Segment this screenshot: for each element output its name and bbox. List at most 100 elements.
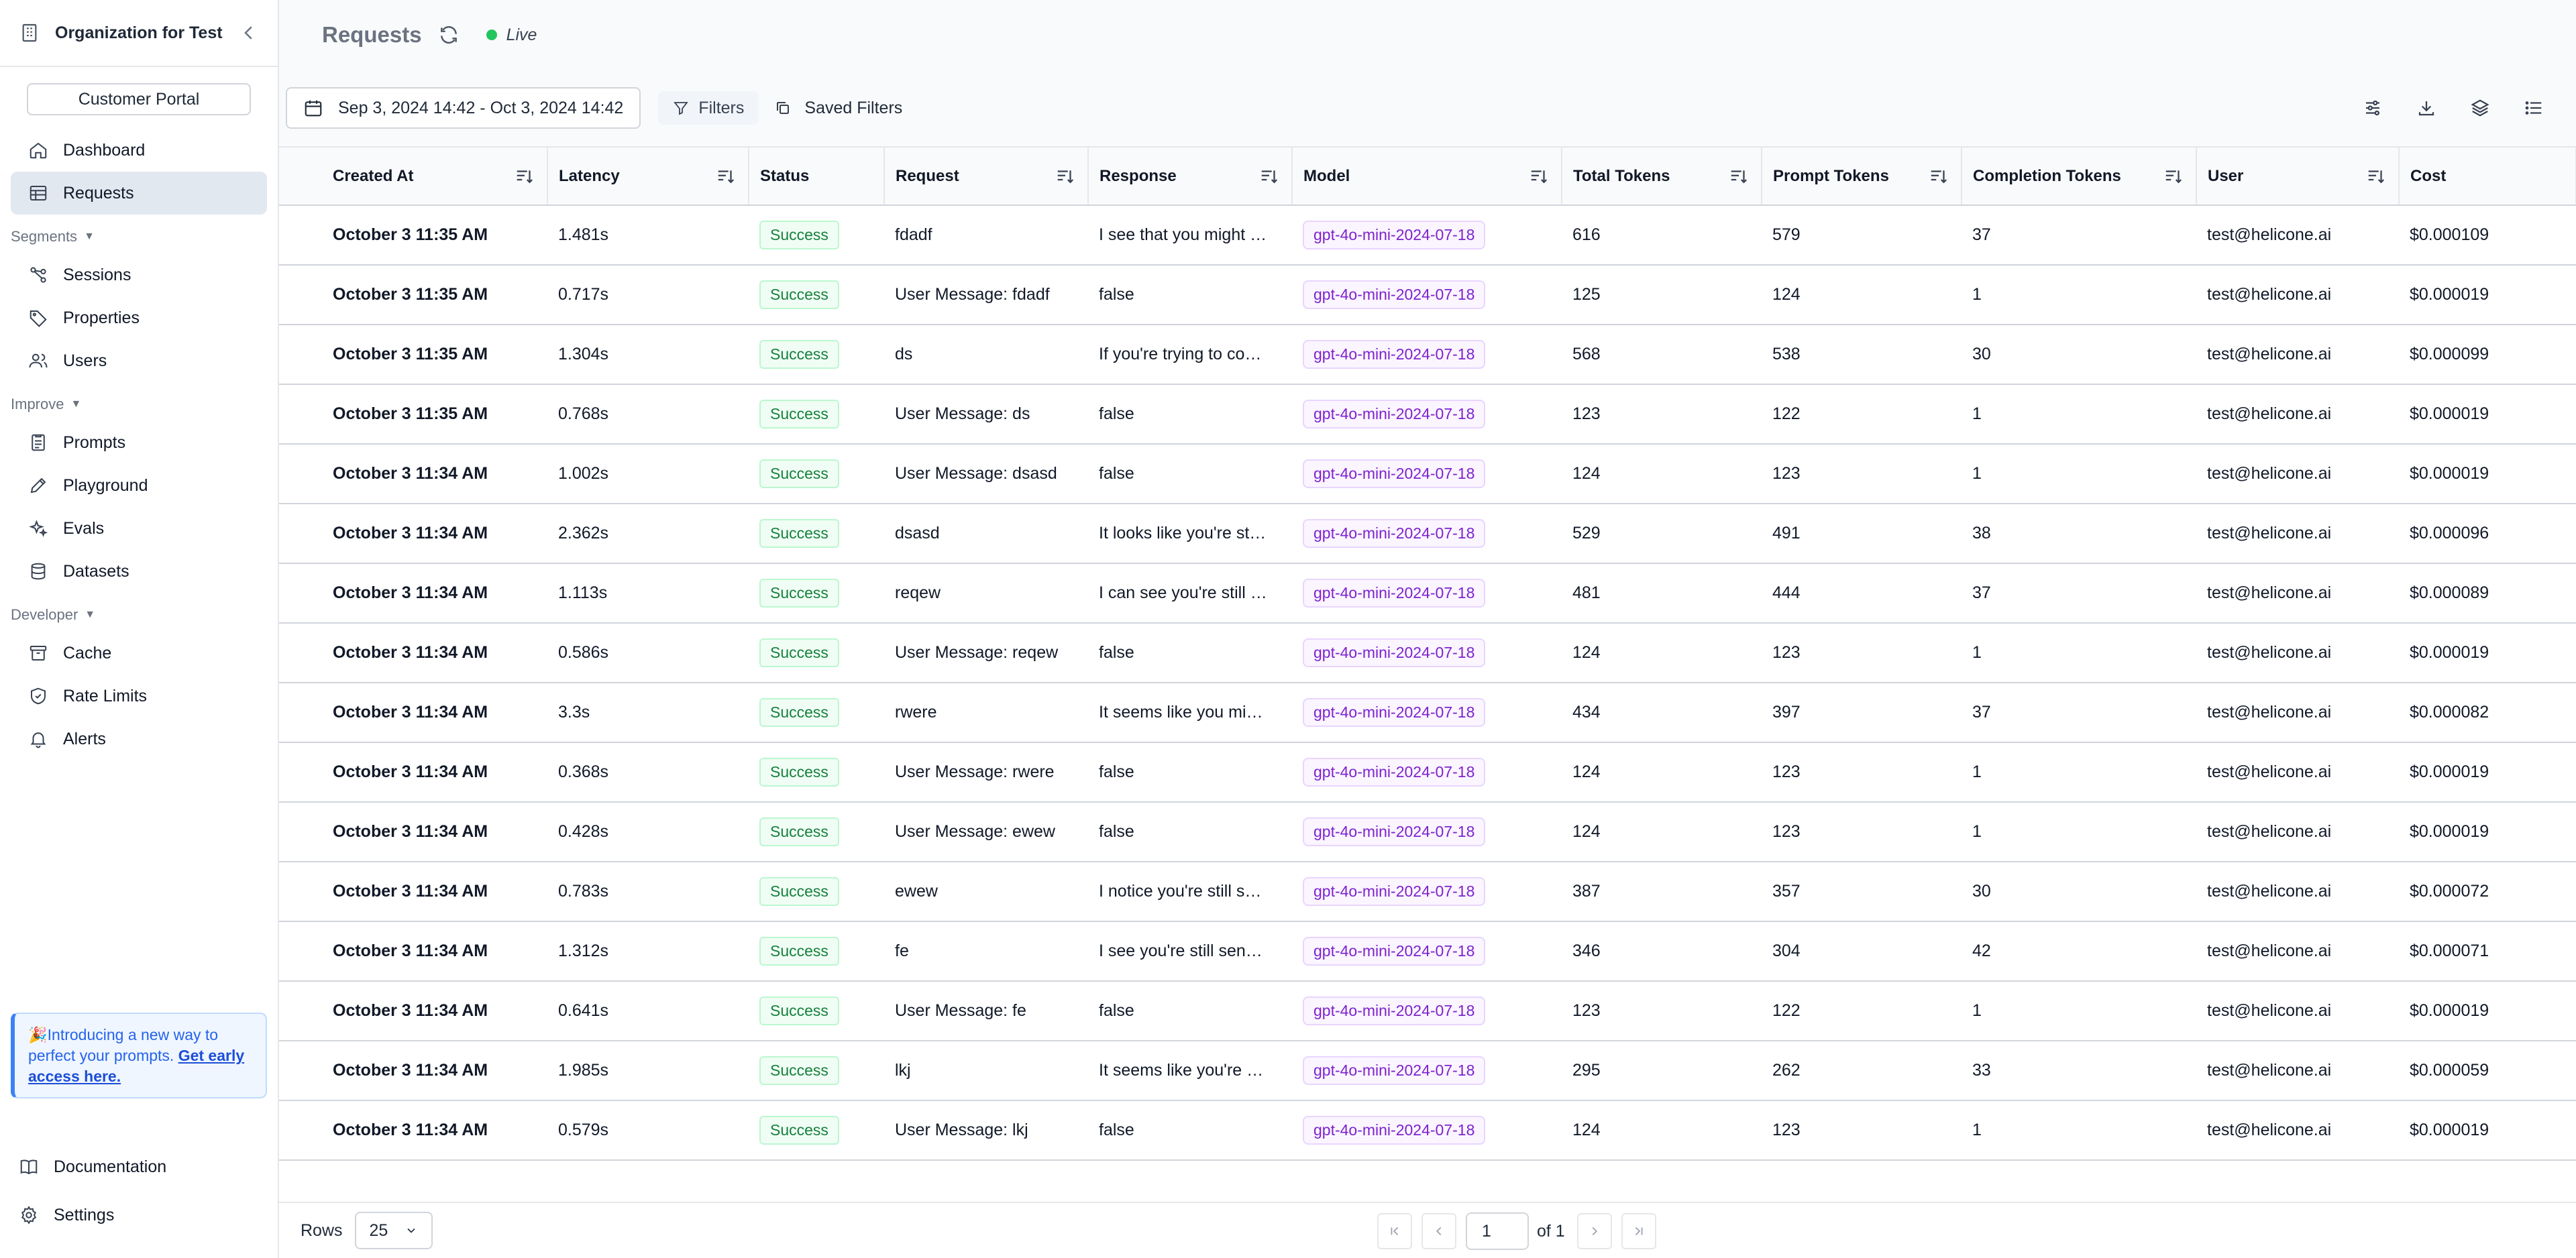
cell-created-at: October 3 11:34 AM <box>279 921 547 982</box>
org-switcher[interactable]: Organization for Test <box>0 0 278 67</box>
cell-user: test@helicone.ai <box>2196 742 2399 803</box>
sidebar-item-cache[interactable]: Cache <box>11 632 267 675</box>
collapse-sidebar-icon[interactable] <box>239 23 259 43</box>
cell-model: gpt-4o-mini-2024-07-18 <box>1292 862 1562 922</box>
cell-completion-tokens: 1 <box>1962 981 2196 1041</box>
table-row[interactable]: October 3 11:34 AM 1.002s Success User Mess… <box>279 444 2576 504</box>
cell-request: reqew <box>884 563 1088 624</box>
sidebar-item-prompts[interactable]: Prompts <box>11 421 267 464</box>
column-header-model[interactable]: Model <box>1292 148 1562 206</box>
date-range-picker[interactable]: Sep 3, 2024 14:42 - Oct 3, 2024 14:42 <box>286 87 641 129</box>
adjustments-button[interactable] <box>2346 91 2400 125</box>
first-page-button[interactable] <box>1377 1213 1412 1249</box>
column-header-latency[interactable]: Latency <box>547 148 749 206</box>
model-badge: gpt-4o-mini-2024-07-18 <box>1303 1056 1486 1085</box>
shield-icon <box>31 687 46 705</box>
cell-latency: 3.3s <box>547 683 749 743</box>
page-number-input[interactable]: 1 <box>1466 1212 1529 1250</box>
saved-filters-button[interactable]: Saved Filters <box>767 91 910 125</box>
sidebar-item-documentation[interactable]: Documentation <box>0 1143 278 1191</box>
refresh-icon[interactable] <box>438 24 460 46</box>
sidebar-item-properties[interactable]: Properties <box>11 296 267 339</box>
table-row[interactable]: October 3 11:34 AM 1.985s Success lkj It see… <box>279 1041 2576 1101</box>
table-row[interactable]: October 3 11:34 AM 3.3s Success rwere It see… <box>279 683 2576 743</box>
next-page-button[interactable] <box>1576 1213 1612 1249</box>
cell-user: test@helicone.ai <box>2196 444 2399 504</box>
cell-model: gpt-4o-mini-2024-07-18 <box>1292 1100 1562 1161</box>
table-row[interactable]: October 3 11:34 AM 2.362s Success dsasd It l… <box>279 504 2576 564</box>
last-page-button[interactable] <box>1621 1213 1656 1249</box>
table-row[interactable]: October 3 11:34 AM 1.113s Success reqew I ca… <box>279 563 2576 624</box>
sidebar-item-settings[interactable]: Settings <box>0 1191 278 1239</box>
prev-page-button[interactable] <box>1421 1213 1456 1249</box>
sidebar-item-evals[interactable]: Evals <box>11 507 267 550</box>
rows-per-page-select[interactable]: 25 <box>354 1212 433 1249</box>
list-view-button[interactable] <box>2507 91 2561 125</box>
status-badge: Success <box>759 1116 839 1145</box>
sort-icon[interactable] <box>716 166 736 186</box>
cell-completion-tokens: 1 <box>1962 1100 2196 1161</box>
filters-button[interactable]: Filters <box>658 91 759 125</box>
cell-request: fe <box>884 921 1088 982</box>
cell-total-tokens: 125 <box>1562 265 1762 325</box>
sort-icon[interactable] <box>1529 166 1549 186</box>
section-developer[interactable]: Developer ▼ <box>0 598 278 632</box>
column-header-response[interactable]: Response <box>1088 148 1293 206</box>
table-row[interactable]: October 3 11:35 AM 0.717s Success User Mess… <box>279 265 2576 325</box>
table-row[interactable]: October 3 11:34 AM 0.428s Success User Mess… <box>279 802 2576 862</box>
column-header-cost[interactable]: Cost <box>2399 148 2576 206</box>
sort-icon[interactable] <box>1259 166 1279 186</box>
column-header-prompt-tokens[interactable]: Prompt Tokens <box>1762 148 1962 206</box>
cell-latency: 1.113s <box>547 563 749 624</box>
sidebar-item-playground[interactable]: Playground <box>11 464 267 507</box>
table-row[interactable]: October 3 11:35 AM 1.304s Success ds If you'… <box>279 325 2576 385</box>
table-row[interactable]: October 3 11:34 AM 0.783s Success ewew I not… <box>279 862 2576 922</box>
sidebar-item-requests[interactable]: Requests <box>11 172 267 215</box>
column-header-request[interactable]: Request <box>884 148 1089 206</box>
status-badge: Success <box>759 877 839 906</box>
sidebar-item-datasets[interactable]: Datasets <box>11 550 267 593</box>
sidebar-item-users[interactable]: Users <box>11 339 267 382</box>
sidebar-item-rate-limits[interactable]: Rate Limits <box>11 675 267 718</box>
cell-latency: 0.586s <box>547 623 749 683</box>
section-label: Developer <box>11 606 78 623</box>
sort-icon[interactable] <box>2366 166 2386 186</box>
table-row[interactable]: October 3 11:34 AM 1.312s Success fe I see y… <box>279 921 2576 982</box>
table-row[interactable]: October 3 11:35 AM 0.768s Success User Mess… <box>279 384 2576 445</box>
column-header-total-tokens[interactable]: Total Tokens <box>1562 148 1762 206</box>
cell-response: false <box>1088 802 1292 862</box>
column-header-created-at[interactable]: Created At <box>279 148 548 206</box>
cell-user: test@helicone.ai <box>2196 325 2399 385</box>
toolbar-actions <box>2346 91 2570 125</box>
column-header-status[interactable]: Status <box>749 148 885 206</box>
download-button[interactable] <box>2400 91 2453 125</box>
section-segments[interactable]: Segments ▼ <box>0 220 278 253</box>
sort-icon[interactable] <box>1929 166 1949 186</box>
early-access-link[interactable]: Get early access here. <box>28 1047 245 1085</box>
sidebar-item-label: Settings <box>54 1205 115 1224</box>
table-row[interactable]: October 3 11:35 AM 1.481s Success fdadf I se… <box>279 205 2576 266</box>
column-header-completion-tokens[interactable]: Completion Tokens <box>1962 148 2197 206</box>
cell-cost: $0.000019 <box>2399 444 2576 504</box>
sidebar-item-sessions[interactable]: Sessions <box>11 253 267 296</box>
section-improve[interactable]: Improve ▼ <box>0 388 278 421</box>
customer-portal-button[interactable]: Customer Portal <box>27 83 251 115</box>
sort-icon[interactable] <box>515 166 535 186</box>
sidebar-item-alerts[interactable]: Alerts <box>11 718 267 760</box>
cell-total-tokens: 529 <box>1562 504 1762 564</box>
sort-icon[interactable] <box>1055 166 1075 186</box>
cell-prompt-tokens: 123 <box>1762 742 1962 803</box>
sidebar-item-dashboard[interactable]: Dashboard <box>11 129 267 172</box>
table-row[interactable]: October 3 11:34 AM 0.368s Success User Mess… <box>279 742 2576 803</box>
cell-response: I can see you're still … <box>1088 563 1292 624</box>
column-header-user[interactable]: User <box>2196 148 2400 206</box>
cell-created-at: October 3 11:34 AM <box>279 862 547 922</box>
sort-icon[interactable] <box>1729 166 1749 186</box>
cell-user: test@helicone.ai <box>2196 265 2399 325</box>
layers-button[interactable] <box>2453 91 2507 125</box>
cell-cost: $0.000019 <box>2399 265 2576 325</box>
table-row[interactable]: October 3 11:34 AM 0.586s Success User Mess… <box>279 623 2576 683</box>
table-row[interactable]: October 3 11:34 AM 0.579s Success User Mess… <box>279 1100 2576 1161</box>
table-row[interactable]: October 3 11:34 AM 0.641s Success User Mess… <box>279 981 2576 1041</box>
sort-icon[interactable] <box>2163 166 2184 186</box>
